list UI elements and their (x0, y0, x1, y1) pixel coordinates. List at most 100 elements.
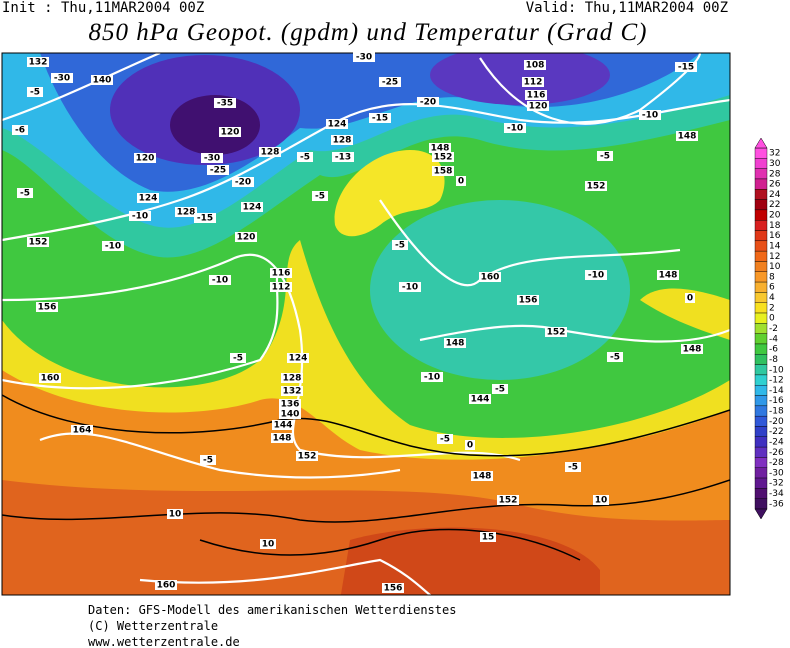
contour-label-box (281, 373, 303, 383)
contour-label: 144 (274, 421, 293, 431)
contour-label-box (36, 302, 58, 312)
contour-label: 140 (93, 76, 112, 86)
colorbar-label: 32 (769, 149, 780, 159)
contour-label-box (382, 583, 404, 593)
contour-label: -5 (203, 456, 213, 466)
contour-label: -13 (335, 153, 351, 163)
contour-label: -10 (212, 276, 228, 286)
contour-label: -10 (105, 242, 121, 252)
contour-label-box (272, 420, 294, 430)
contour-label-box (639, 110, 661, 120)
contour-label-box (91, 75, 113, 85)
contour-label-box (287, 353, 309, 363)
contour-label-box (417, 97, 439, 107)
contour-label: -25 (382, 78, 398, 88)
contour-label-box (332, 152, 354, 162)
contour-label: 148 (431, 144, 450, 154)
contour-label-box (657, 270, 679, 280)
colorbar-label: 16 (769, 231, 781, 241)
contour-label-box (235, 232, 257, 242)
contour-label: -15 (197, 214, 213, 224)
colorbar-swatch (754, 385, 768, 396)
contour-label-box (607, 352, 623, 362)
colorbar-label: 14 (769, 241, 781, 251)
contour-label-box (175, 207, 197, 217)
contour-label-box (421, 372, 443, 382)
contour-label-box (241, 202, 263, 212)
colorbar-label: -22 (769, 427, 784, 437)
contour-label-box (260, 539, 276, 549)
contour-label-box (480, 532, 496, 542)
colorbar-swatch (754, 374, 768, 386)
contour-label-box (219, 127, 241, 137)
colorbar-label: -6 (769, 345, 778, 355)
contour-label-box (471, 471, 493, 481)
contour-label-box (232, 177, 254, 187)
contour-label-box (259, 147, 281, 157)
contour-label-box (201, 153, 223, 163)
colorbar-label: 30 (769, 159, 781, 169)
colorbar-label: -4 (769, 334, 778, 344)
contour-label: 124 (139, 194, 158, 204)
contour-label-box (27, 57, 49, 67)
contour-label: 156 (38, 303, 57, 313)
contour-label: 124 (243, 203, 262, 213)
contour-label: -5 (440, 435, 450, 445)
colorbar-swatch (754, 292, 768, 303)
colorbar-swatch (754, 426, 768, 438)
contour-label: 0 (687, 294, 693, 304)
contour-label: -5 (610, 353, 620, 363)
contour-label: 144 (471, 395, 490, 405)
colorbar-label: 22 (769, 200, 780, 210)
footer-line: Daten: GFS-Modell des amerikanischen Wet… (88, 603, 456, 617)
contour-label: 160 (41, 374, 60, 384)
contour-label-box (527, 101, 549, 111)
colorbar-swatch (754, 498, 768, 510)
contour-label: -5 (233, 354, 243, 364)
contour-label: 148 (659, 271, 678, 281)
contour-label-box (194, 213, 216, 223)
contour-label-box (585, 181, 607, 191)
colorbar-swatch (754, 415, 768, 427)
contour-label: -30 (204, 154, 220, 164)
colorbar-swatch (754, 446, 768, 458)
colorbar-swatch (754, 199, 768, 211)
colorbar-swatch (754, 312, 768, 324)
contour-label-box (444, 338, 466, 348)
contour-label-box (432, 152, 454, 162)
contour-label: -5 (395, 241, 405, 251)
contour-label-box (676, 131, 698, 141)
contour-label-box (429, 143, 451, 153)
contour-label: 148 (683, 345, 702, 355)
colorbar-label: 8 (769, 272, 775, 282)
contour-label: 152 (547, 328, 566, 338)
colorbar-label: 20 (769, 211, 781, 221)
colorbar-label: -26 (769, 448, 784, 458)
colorbar-label: -10 (769, 365, 784, 375)
contour-label-box (353, 52, 375, 62)
contour-label-box (456, 176, 466, 186)
contour-label: 15 (482, 533, 495, 543)
colorbar-swatch (754, 343, 768, 355)
contour-label: 152 (434, 153, 453, 163)
colorbar-swatch (754, 436, 768, 448)
footer-line: (C) Wetterzentrale (88, 619, 218, 633)
colorbar-swatch (754, 323, 768, 334)
contour-label: 156 (384, 584, 403, 594)
contour-label-box (209, 275, 231, 285)
contour-label-box (497, 495, 519, 505)
colorbar-swatch (754, 168, 768, 180)
contour-label-box (469, 394, 491, 404)
contour-label: -15 (678, 63, 694, 73)
colorbar-swatch (754, 271, 768, 283)
contour-label: 136 (281, 400, 300, 410)
colorbar-swatch (754, 209, 768, 221)
colorbar-label: -34 (769, 489, 784, 499)
contour-label: 116 (272, 269, 291, 279)
contour-label-box (437, 434, 453, 444)
contour-label: 148 (473, 472, 492, 482)
contour-label-box (137, 193, 159, 203)
contour-label: 108 (526, 61, 545, 71)
contour-label: -15 (372, 114, 388, 124)
contour-label: -5 (495, 385, 505, 395)
